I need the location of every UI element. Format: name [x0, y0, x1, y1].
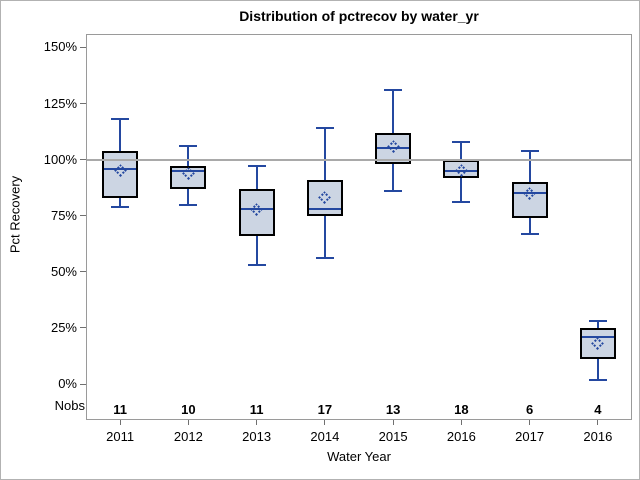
x-tick-label: 2013 [242, 429, 272, 444]
x-axis-title: Water Year [327, 449, 391, 464]
nobs-row-label: Nobs [54, 398, 85, 413]
x-tick-label: 2014 [310, 429, 340, 444]
median-line [377, 147, 410, 150]
whisker-cap-bottom [520, 232, 539, 235]
box-iqr [579, 327, 616, 360]
box-iqr [102, 150, 139, 198]
whisker-cap-bottom [179, 203, 198, 206]
plot-frame [86, 34, 632, 420]
whisker-cap-top [247, 165, 266, 168]
median-line [104, 167, 137, 170]
box-iqr [511, 182, 548, 219]
y-tick-label: 75% [50, 207, 77, 223]
x-tick [392, 420, 394, 425]
y-axis-title: Pct Recovery [7, 175, 23, 254]
nobs-value: 4 [594, 402, 602, 417]
nobs-value: 11 [249, 402, 264, 417]
median-line [581, 335, 614, 338]
x-tick [597, 420, 599, 425]
nobs-value: 6 [526, 402, 534, 417]
x-tick-label: 2016 [583, 429, 613, 444]
whisker-cap-top [111, 118, 130, 121]
box-iqr [170, 166, 207, 189]
ref-line-100 [87, 158, 631, 161]
whisker-cap-top [384, 89, 403, 92]
y-tick-label: 125% [43, 95, 77, 111]
y-tick [80, 271, 86, 273]
whisker-cap-bottom [315, 257, 334, 260]
x-tick-label: 2015 [378, 429, 408, 444]
x-tick [187, 420, 189, 425]
x-tick [324, 420, 326, 425]
x-tick-label: 2016 [446, 429, 476, 444]
whisker-cap-bottom [247, 264, 266, 267]
median-line [308, 208, 341, 211]
nobs-value: 17 [317, 402, 333, 417]
box-iqr [238, 188, 275, 236]
y-tick-label: 150% [43, 39, 77, 55]
median-line [172, 169, 205, 172]
whisker-cap-bottom [111, 205, 130, 208]
whisker-cap-top [520, 149, 539, 152]
whisker-cap-bottom [384, 190, 403, 193]
median-line [240, 208, 273, 211]
y-tick [80, 159, 86, 161]
chart-title: Distribution of pctrecov by water_yr [239, 8, 479, 24]
y-tick [80, 383, 86, 385]
median-line [445, 169, 478, 172]
x-tick [119, 420, 121, 425]
y-tick [80, 46, 86, 48]
whisker-cap-top [588, 320, 607, 323]
y-tick [80, 327, 86, 329]
x-tick-label: 2012 [173, 429, 203, 444]
whisker-cap-top [452, 140, 471, 143]
nobs-value: 10 [181, 402, 196, 417]
y-tick [80, 103, 86, 105]
x-tick-label: 2011 [106, 429, 135, 444]
nobs-value: 18 [454, 402, 469, 417]
whisker-cap-bottom [588, 378, 607, 381]
y-tick [80, 215, 86, 217]
x-tick-label: 2017 [515, 429, 545, 444]
y-tick-label: 25% [50, 319, 77, 335]
x-tick [460, 420, 462, 425]
nobs-value: 11 [113, 402, 127, 417]
whisker-cap-bottom [452, 201, 471, 204]
y-tick-label: 0% [58, 376, 77, 392]
y-tick-label: 50% [50, 263, 77, 279]
x-tick [256, 420, 258, 425]
whisker-cap-top [315, 127, 334, 130]
median-line [513, 192, 546, 195]
y-tick-label: 100% [43, 151, 77, 167]
whisker-cap-top [179, 145, 198, 148]
x-tick [529, 420, 531, 425]
nobs-value: 13 [385, 402, 401, 417]
